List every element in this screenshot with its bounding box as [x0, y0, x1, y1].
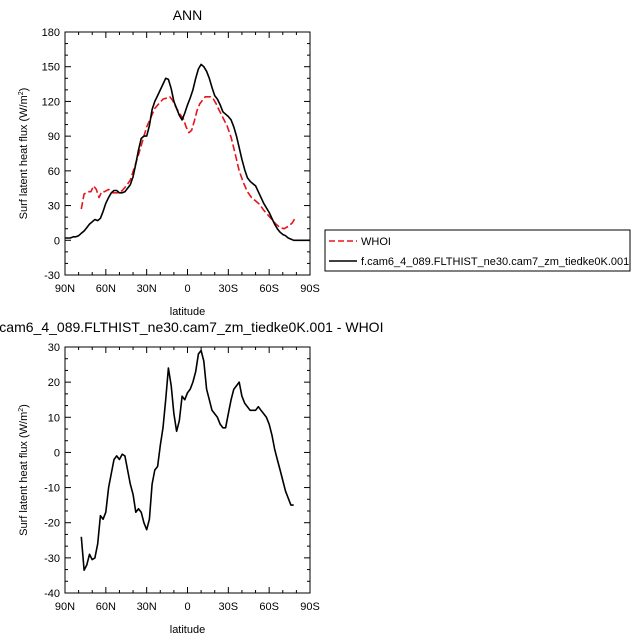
- chart-2-y-tick-label: 20: [48, 377, 60, 389]
- chart-1-x-tick-label: 60S: [259, 283, 279, 295]
- legend-label-whoi: WHOI: [361, 236, 391, 248]
- legend-box: [324, 229, 631, 272]
- chart-2-x-tick-label: 30S: [219, 601, 239, 613]
- chart-1-x-tick-label: 30N: [137, 283, 157, 295]
- chart-1-y-tick-label: 0: [54, 235, 60, 247]
- chart-1-series-line-1: [80, 96, 296, 230]
- chart-1-y-axis-label-sup: 2: [18, 91, 25, 95]
- chart-2-plot-frame: [64, 346, 311, 594]
- chart-1-y-tick-label: 180: [42, 27, 60, 39]
- chart-2-y-tick-label: -40: [44, 588, 60, 600]
- chart-2-x-tick-label: 60S: [259, 601, 279, 613]
- chart-1-x-tick-label: 90N: [55, 283, 75, 295]
- chart-2-y-tick-label: -10: [44, 483, 60, 495]
- chart-2-x-ticks: 90N 60N 30N 0 30S 60S 90S: [55, 347, 320, 613]
- chart-1-x-tick-label: 60N: [96, 283, 116, 295]
- chart-1-y-tick-label: -30: [44, 270, 60, 282]
- chart-1-plot-frame: [64, 31, 311, 276]
- chart-1-y-tick-label: 120: [42, 96, 60, 108]
- chart-1-x-ticks: 90N 60N 30N 0 30S 60S 90S: [55, 32, 320, 295]
- chart-2-lines: [80, 349, 294, 572]
- chart-2-x-tick-label: 60N: [96, 601, 116, 613]
- chart-2-y-axis-label: Surf latent heat flux (W/m2): [18, 404, 30, 536]
- chart-1-y-axis-label: Surf latent heat flux (W/m2): [18, 88, 30, 220]
- chart-1-x-tick-label: 30S: [219, 283, 239, 295]
- chart-1-y-tick-label: 30: [48, 201, 60, 213]
- chart-2-x-tick-label: 30N: [137, 601, 157, 613]
- chart-2-y-tick-label: 30: [48, 342, 60, 354]
- chart-1-y-tick-label: 90: [48, 131, 60, 143]
- chart-2-x-axis-label: latitude: [170, 624, 205, 636]
- chart-2-y-tick-label: 10: [48, 412, 60, 424]
- chart-2-series-line-1: [80, 349, 294, 572]
- chart-2-x-tick-label: 90S: [300, 601, 320, 613]
- chart-2-x-tick-label: 90N: [55, 601, 75, 613]
- chart-1-series-line-2: [65, 63, 310, 242]
- chart-1: ANN -30 0 30 60 90 120 150 180 90N 60N 30N 0 30S 60S…: [18, 7, 631, 318]
- chart-1-y-ticks: -30 0 30 60 90 120 150 180: [42, 27, 310, 282]
- chart-2-y-tick-label: -30: [44, 553, 60, 565]
- chart-2-title: f.cam6_4_089.FLTHIST_ne30.cam7_zm_tiedke…: [0, 319, 383, 335]
- chart-1-title: ANN: [173, 7, 203, 23]
- chart-2-x-tick-label: 0: [184, 601, 190, 613]
- chart-1-x-tick-label: 90S: [300, 283, 320, 295]
- chart-2-y-axis-label-sup: 2: [18, 408, 25, 412]
- chart-2-y-ticks: -40 -30 -20 -10 0 10 20 30: [44, 342, 310, 600]
- chart-1-lines: [65, 63, 310, 242]
- legend: WHOI f.cam6_4_089.FLTHIST_ne30.cam7_zm_t…: [324, 229, 631, 272]
- chart-1-x-tick-label: 0: [184, 283, 190, 295]
- legend-label-model: f.cam6_4_089.FLTHIST_ne30.cam7_zm_tiedke…: [361, 256, 629, 268]
- chart-1-y-tick-label: 150: [42, 62, 60, 74]
- chart-2-y-tick-label: -20: [44, 518, 60, 530]
- chart-2-y-tick-label: 0: [54, 447, 60, 459]
- chart-2: f.cam6_4_089.FLTHIST_ne30.cam7_zm_tiedke…: [0, 319, 383, 636]
- chart-1-x-axis-label: latitude: [170, 306, 205, 318]
- chart-1-y-tick-label: 60: [48, 166, 60, 178]
